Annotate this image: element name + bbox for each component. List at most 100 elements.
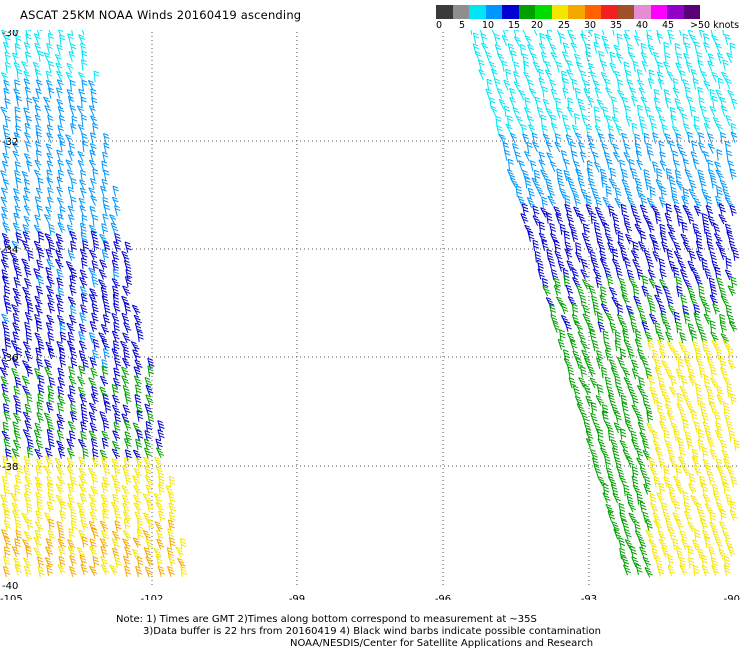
wind-barb [122,332,131,344]
wind-barb [48,30,54,36]
wind-barb [45,546,54,558]
wind-barb [56,44,63,56]
wind-barb [168,492,176,505]
wind-barb [647,149,654,162]
wind-barb [102,419,110,431]
wind-barb [3,546,11,558]
wind-barb [21,240,30,252]
wind-barb [68,366,76,378]
wind-barb [112,394,120,406]
wind-barb [560,303,569,315]
wind-barb [111,348,120,360]
wind-barb [661,124,668,136]
wind-barb [714,429,723,441]
wind-barb [612,447,620,459]
wind-barb [485,51,493,63]
wind-barb [157,420,165,432]
wind-barb [700,70,708,82]
wind-barb [723,377,732,388]
wind-barb [688,473,696,485]
wind-barb [702,150,710,162]
axis-labels: -30-32-34-36-38-40-105-102-99-96-93-904:… [0,30,740,600]
wind-barb [156,538,165,550]
wind-barb [92,338,100,351]
wind-barb [11,357,20,369]
wind-barb [1,383,9,395]
wind-barb [723,411,731,423]
wind-barb [593,422,602,434]
wind-barb [651,548,659,560]
wind-barb [656,71,664,83]
wind-barb [571,150,578,163]
wind-barb [88,377,97,388]
wind-barb [631,404,640,416]
wind-barb [110,222,119,234]
wind-barb [34,521,44,532]
wind-barb [133,314,142,326]
wind-barb [136,556,144,568]
wind-barb [675,547,684,559]
wind-barb [67,493,75,506]
wind-barb [586,160,593,173]
wind-barb [113,483,122,495]
wind-barb [643,483,652,495]
wind-barb [89,149,96,161]
wind-barb [721,449,730,461]
wind-barb [615,125,623,137]
wind-barb [158,510,166,522]
wind-barb [57,386,65,398]
wind-barb [114,520,122,532]
wind-barb [143,438,152,450]
wind-barb [704,464,713,476]
wind-barb [666,341,676,352]
wind-barb [593,465,602,477]
wind-barb [91,527,99,540]
wind-barb [675,464,682,477]
wind-barb [23,531,33,542]
wind-barb [719,248,728,260]
wind-barb [23,466,31,478]
scale-swatch-2 [469,5,486,19]
wind-barb [693,41,701,53]
wind-barb [26,303,34,315]
wind-barb [68,51,76,63]
wind-barb [564,203,572,215]
wind-barb [100,564,110,575]
wind-barb [144,474,153,486]
wind-barb [648,539,658,550]
wind-barb [541,239,549,251]
wind-barb [561,70,568,82]
scale-label: 35 [610,20,623,31]
wind-barb [56,429,65,442]
wind-barb [157,565,166,577]
wind-barb [34,42,41,54]
wind-barb [641,285,650,297]
wind-barb [563,158,570,170]
wind-barb [111,458,120,470]
wind-barb [683,312,691,324]
wind-barb [636,493,644,505]
wind-barb [69,284,77,296]
wind-barb [550,88,558,100]
wind-barb [111,196,119,208]
wind-barb [682,305,689,317]
wind-barb [520,213,529,224]
wind-barb [602,106,609,118]
wind-barb [722,30,725,36]
wind-barb [665,203,673,215]
wind-barb [92,556,100,568]
wind-barb [23,42,31,54]
wind-barb [11,546,20,557]
wind-barb [545,107,553,119]
wind-barb [71,115,78,128]
wind-barb [89,511,98,523]
wind-barb [472,32,480,44]
wind-barb [632,285,640,297]
wind-barb [594,206,603,218]
wind-barb [611,213,620,225]
wind-barb [93,70,100,83]
wind-barb [66,169,74,181]
wind-barb [65,134,73,145]
wind-barb [550,269,559,281]
wind-barb [732,249,740,261]
